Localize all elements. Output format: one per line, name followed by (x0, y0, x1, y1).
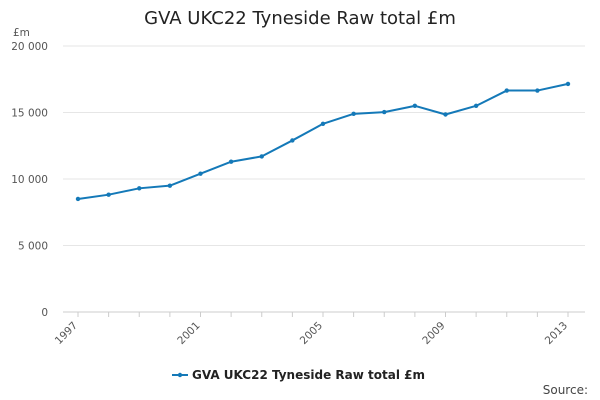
source-label[interactable]: Source: (543, 383, 588, 397)
data-point[interactable] (412, 103, 418, 109)
y-tick-labels: 0 5 000 10 000 15 000 20 000 (11, 41, 48, 319)
y-tick-label: 20 000 (11, 41, 48, 53)
data-point[interactable] (535, 88, 540, 93)
y-tick-label: 15 000 (11, 108, 48, 120)
data-point[interactable] (290, 138, 295, 143)
x-tick-labels: 1997 2001 2005 2009 2013 (53, 320, 570, 347)
data-point[interactable] (167, 183, 173, 188)
data-point[interactable] (137, 186, 142, 191)
data-point[interactable] (320, 121, 326, 127)
x-tick-label: 2013 (543, 320, 570, 347)
y-tick-label: 0 (41, 307, 48, 319)
x-tick-label: 2009 (420, 320, 447, 347)
data-point[interactable] (351, 111, 356, 117)
data-point[interactable] (382, 109, 387, 115)
series-line (77, 82, 569, 200)
y-tick-label: 10 000 (11, 174, 48, 186)
data-point[interactable] (443, 112, 448, 117)
grid-lines (63, 45, 585, 246)
series (75, 81, 571, 202)
legend: GVA UKC22 Tyneside Raw total £m (172, 368, 425, 382)
data-point[interactable] (565, 81, 571, 87)
y-unit-label: £m (13, 27, 30, 39)
chart-title: GVA UKC22 Tyneside Raw total £m (144, 8, 456, 29)
axes (63, 311, 585, 317)
legend-item-label[interactable]: GVA UKC22 Tyneside Raw total £m (192, 368, 425, 382)
data-point[interactable] (106, 192, 111, 197)
x-tick-label: 2001 (175, 320, 202, 347)
data-point[interactable] (504, 88, 509, 93)
data-point[interactable] (75, 196, 81, 202)
legend-point-marker (177, 372, 183, 378)
x-tick-label: 1997 (53, 320, 80, 347)
data-point[interactable] (228, 159, 234, 164)
y-tick-label: 5 000 (18, 241, 48, 253)
data-point[interactable] (259, 154, 264, 159)
data-point[interactable] (473, 103, 479, 109)
x-tick-label: 2005 (298, 320, 325, 347)
data-point[interactable] (198, 171, 203, 176)
